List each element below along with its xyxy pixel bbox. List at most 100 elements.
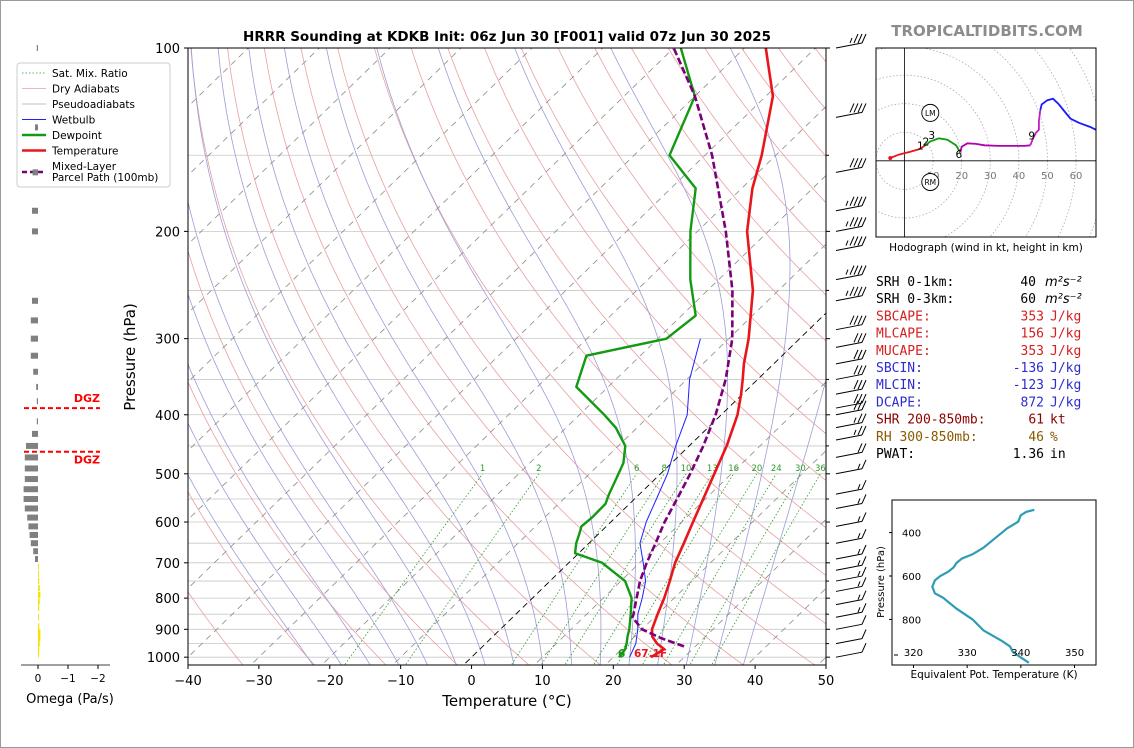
dewpoint-line <box>573 48 697 658</box>
dry-adiabat <box>447 48 826 529</box>
wind-barb <box>835 365 867 380</box>
surface-temp-label: 67.1F <box>634 648 667 660</box>
hodograph-trace-0-1km <box>889 145 926 159</box>
isotherm-line <box>604 450 826 665</box>
omega-bar <box>38 634 41 641</box>
svg-text:RM: RM <box>924 178 936 187</box>
wind-barb <box>835 556 867 571</box>
param-row: SBCIN: -136 J/kg <box>876 361 1081 376</box>
isotherm-line <box>675 518 826 665</box>
legend-label: Dry Adiabats <box>52 84 120 96</box>
dry-adiabat <box>962 48 1134 670</box>
param-label: DCAPE: <box>876 395 923 410</box>
param-value: 61 <box>1028 413 1044 428</box>
omega-bar <box>38 646 40 653</box>
legend-dry-adiabat: Dry Adiabats <box>22 84 120 96</box>
legend-pseudoadiabat: Pseudoadiabats <box>22 99 135 111</box>
temp-tick-label: 40 <box>747 674 764 689</box>
wind-barb <box>835 603 867 618</box>
theta-e-frame <box>891 499 1097 666</box>
pseudoadiabat <box>514 48 678 665</box>
hodograph-ring-label: 60 <box>1070 171 1083 182</box>
pressure-tick-label: 400 <box>155 409 180 424</box>
temp-tick-label: 30 <box>676 674 693 689</box>
mixing-ratio-label: 36 <box>815 464 826 474</box>
pressure-tick-label: 100 <box>155 42 180 57</box>
omega-bar <box>38 614 39 621</box>
wind-barb <box>835 217 867 232</box>
param-label: SRH 0-1km: <box>876 275 954 290</box>
pseudoadiabat <box>188 292 400 665</box>
param-row: SRH 0-1km: 40 m²s⁻² <box>876 275 1082 290</box>
pseudoadiabat <box>742 378 826 665</box>
omega-bar <box>38 604 40 611</box>
dgz-label: DGZ <box>74 454 100 467</box>
dry-adiabat <box>410 48 826 576</box>
dry-adiabat <box>300 48 745 665</box>
temp-tick-label: −40 <box>174 674 201 689</box>
theta-e-xtick-label: 340 <box>1011 648 1030 659</box>
pressure-tick-label: 500 <box>155 468 180 483</box>
wind-barb <box>835 349 867 365</box>
hodograph-trace-9-12km <box>1039 97 1096 131</box>
omega-bar <box>38 598 40 605</box>
param-row: MLCIN: -123 J/kg <box>876 378 1081 393</box>
isotherm-line <box>188 48 745 589</box>
omega-bar <box>23 496 38 503</box>
dry-adiabat <box>999 48 1134 670</box>
omega-bar <box>30 540 38 547</box>
omega-bar <box>36 383 38 390</box>
dry-adiabat <box>190 48 530 665</box>
theta-e-xtick-label: 330 <box>958 648 977 659</box>
mixing-ratio-line <box>689 473 801 665</box>
chart-title: HRRR Sounding at KDKB Init: 06z Jun 30 [… <box>243 29 771 45</box>
omega-bar <box>30 317 38 324</box>
legend-label: Temperature <box>51 146 119 158</box>
pressure-tick-label: 800 <box>155 592 180 607</box>
wind-barb <box>835 577 867 592</box>
theta-e-ytick-label: 800 <box>902 615 921 626</box>
omega-bar <box>27 514 38 521</box>
omega-bar <box>35 556 38 563</box>
param-unit: J/kg <box>1050 378 1081 393</box>
mixing-ratio-line <box>540 473 665 665</box>
dry-adiabat <box>337 48 816 665</box>
omega-bar <box>30 352 38 359</box>
param-label: RH 300-850mb: <box>876 430 978 445</box>
legend-box <box>16 62 171 188</box>
temp-tick-label: 20 <box>605 674 622 689</box>
pseudoadiabat <box>284 48 544 665</box>
omega-bar <box>36 398 38 405</box>
pseudoadiabat <box>326 48 572 665</box>
mixing-ratio-line <box>593 473 713 665</box>
dry-adiabat <box>188 381 387 665</box>
param-row: DCAPE: 872 J/kg <box>876 395 1081 410</box>
dry-adiabat <box>484 48 826 482</box>
mixing-ratio-label: 24 <box>771 464 782 474</box>
legend-wetbulb: Wetbulb <box>22 115 96 127</box>
legend-label: Parcel Path (100mb) <box>52 172 158 184</box>
dry-adiabat <box>227 48 602 665</box>
dry-adiabat <box>188 591 244 665</box>
param-value: 40 <box>1020 275 1036 290</box>
param-row: RH 300-850mb: 46% <box>876 430 1058 445</box>
param-unit: J/kg <box>1050 344 1081 359</box>
wind-barb <box>835 512 867 527</box>
temp-tick-label: 50 <box>818 674 835 689</box>
hodograph-trace-6-9km <box>1029 109 1042 146</box>
hodograph-surface-point <box>888 156 893 161</box>
wind-barb <box>835 443 867 458</box>
pressure-tick-label: 900 <box>155 623 180 638</box>
param-unit: in <box>1050 447 1066 462</box>
omega-tick-label: −1 <box>60 673 75 685</box>
omega-bar <box>24 476 38 483</box>
mixing-ratio-label: 6 <box>634 464 639 474</box>
param-value: 46 <box>1028 430 1044 445</box>
pseudoadiabat <box>188 474 314 665</box>
mixing-ratio-line <box>564 473 687 665</box>
param-value: 1.36 <box>1013 447 1044 462</box>
isotherm-line <box>321 174 826 665</box>
